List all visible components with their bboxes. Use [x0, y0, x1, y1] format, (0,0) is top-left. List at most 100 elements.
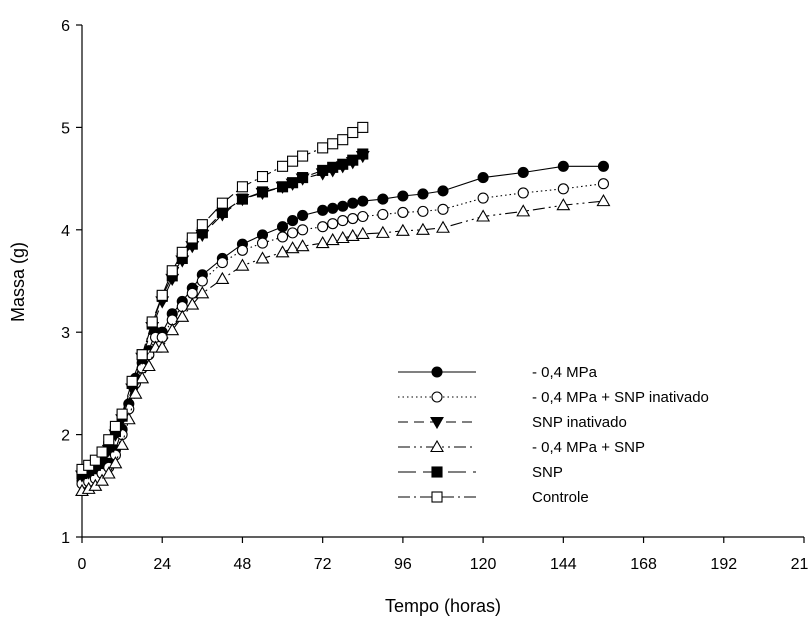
legend-label: - 0,4 MPa + SNP inativado	[532, 389, 709, 406]
data-point	[235, 258, 250, 271]
data-point	[597, 160, 609, 172]
data-point	[141, 358, 156, 372]
data-point	[101, 466, 116, 479]
data-point	[136, 349, 148, 361]
data-point	[126, 375, 138, 387]
data-point	[95, 473, 110, 486]
data-point	[176, 246, 188, 258]
y-tick-label: 2	[61, 428, 70, 445]
data-point	[236, 181, 248, 193]
legend-item: Controle	[398, 489, 589, 506]
data-point	[317, 142, 329, 154]
data-point	[297, 209, 309, 222]
data-point	[477, 192, 489, 204]
data-point	[166, 265, 178, 277]
data-point	[317, 204, 329, 216]
data-point	[135, 371, 150, 384]
legend-marker	[431, 366, 443, 378]
data-point	[327, 138, 339, 150]
data-point	[357, 148, 369, 160]
x-tick-label: 144	[550, 556, 577, 573]
y-tick-label: 1	[61, 530, 70, 547]
data-point	[347, 197, 359, 209]
data-point	[277, 160, 289, 172]
data-point	[216, 206, 228, 218]
data-point	[347, 212, 359, 225]
data-point	[146, 316, 158, 328]
legend-marker	[430, 439, 444, 453]
x-tick-label: 120	[470, 556, 497, 573]
data-point	[175, 309, 190, 322]
x-tick-label: 48	[234, 556, 252, 573]
x-tick-label: 96	[394, 556, 412, 573]
data-point	[277, 231, 289, 243]
series-5	[76, 121, 369, 475]
data-point	[295, 239, 310, 252]
data-point	[437, 203, 449, 215]
data-point	[315, 236, 330, 249]
axes: 1 2 3 4 5 6 0 24 48 72 96 120 144 168 192 216	[61, 18, 808, 573]
data-point	[115, 437, 130, 450]
data-point	[116, 408, 128, 420]
data-point	[357, 195, 369, 207]
data-point	[186, 232, 198, 244]
data-point	[236, 244, 248, 256]
series-layer	[75, 121, 611, 496]
data-point	[195, 286, 210, 299]
data-point	[109, 420, 121, 432]
data-point	[297, 172, 309, 184]
data-point	[155, 340, 170, 353]
x-tick-label: 192	[710, 556, 737, 573]
data-point	[557, 183, 569, 195]
data-point	[277, 221, 289, 233]
x-tick-label: 168	[630, 556, 657, 573]
data-point	[556, 198, 571, 211]
legend: - 0,4 MPa - 0,4 MPa + SNP inativado SNP in…	[398, 364, 709, 506]
data-point	[337, 200, 349, 212]
x-tick-label: 24	[153, 556, 171, 573]
data-point	[327, 202, 339, 214]
legend-label: - 0,4 MPa	[532, 364, 598, 381]
series-1	[76, 178, 609, 490]
data-point	[476, 209, 491, 222]
data-point	[377, 208, 389, 220]
data-point	[557, 160, 569, 172]
x-tick-label: 72	[314, 556, 332, 573]
series-line	[81, 126, 364, 470]
data-point	[347, 154, 359, 166]
data-point	[337, 215, 349, 227]
data-point	[417, 188, 429, 200]
y-tick-label: 6	[61, 18, 70, 35]
data-point	[517, 166, 529, 179]
y-tick-label: 3	[61, 325, 70, 342]
data-point	[395, 223, 410, 236]
legend-item: - 0,4 MPa + SNP	[398, 439, 645, 456]
legend-marker	[431, 491, 443, 503]
legend-label: - 0,4 MPa + SNP	[532, 439, 645, 456]
data-point	[516, 204, 531, 217]
data-point	[256, 237, 269, 249]
data-point	[216, 197, 228, 209]
data-point	[357, 121, 369, 133]
data-point	[103, 434, 115, 446]
data-point	[397, 206, 409, 218]
data-point	[297, 224, 309, 236]
data-point	[196, 219, 208, 231]
data-point	[215, 271, 230, 285]
legend-label: Controle	[532, 489, 589, 506]
data-point	[347, 126, 359, 139]
data-point	[325, 232, 340, 246]
data-point	[335, 230, 350, 244]
data-point	[287, 227, 299, 239]
data-point	[355, 226, 370, 239]
data-point	[236, 193, 248, 205]
data-point	[165, 323, 180, 336]
legend-marker	[431, 466, 443, 478]
data-point	[317, 164, 329, 176]
data-point	[255, 251, 270, 264]
data-point	[357, 210, 369, 223]
data-point	[196, 275, 208, 287]
data-point	[297, 150, 309, 162]
